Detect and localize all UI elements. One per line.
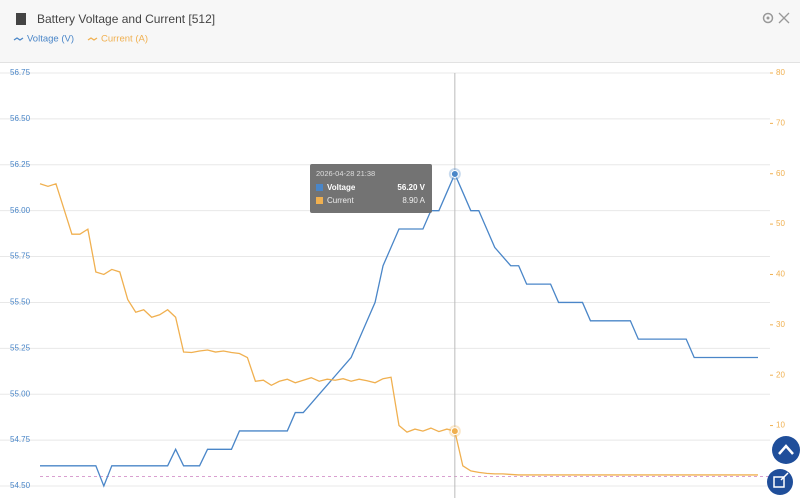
y-tick-label: 55.50 [10,298,31,307]
scroll-up-button[interactable] [772,436,800,464]
tooltip-label: Voltage [327,183,356,192]
legend-label: Current (A) [101,34,148,45]
legend-icon [87,37,98,41]
y2-tick-label: 30 [776,320,785,329]
tooltip-swatch [316,184,323,191]
tooltip-title: 2026-04-28 21:38 [316,169,375,178]
y2-tick-label: 50 [776,219,785,228]
expand-button[interactable] [767,469,793,495]
title-icon [16,13,26,25]
legend-label: Voltage (V) [27,34,74,45]
legend-icon [13,37,24,41]
y2-tick-label: 60 [776,169,785,178]
tooltip-swatch [316,197,323,204]
series-line [39,182,758,476]
tooltip-value: 56.20 V [397,183,425,192]
y-tick-label: 55.75 [10,252,31,261]
hover-point [450,427,459,436]
chart-title: Battery Voltage and Current [512] [37,12,215,26]
tooltip-value: 8.90 A [402,196,425,205]
y-tick-label: 54.50 [10,481,31,490]
tooltip-box [310,164,432,213]
y-tick-label: 54.75 [10,435,31,444]
tooltip: 2026-04-28 21:38 Voltage 56.20 V Current… [310,164,432,213]
header [0,0,800,62]
y-tick-label: 56.50 [10,114,31,123]
tooltip-label: Current [327,196,354,205]
hover-point [450,169,459,178]
collapse-icon[interactable] [778,12,790,24]
y2-tick-label: 40 [776,270,785,279]
y-tick-label: 56.75 [10,68,31,77]
y2-tick-label: 70 [776,118,785,127]
y-tick-label: 55.25 [10,343,31,352]
y2-tick-label: 10 [776,421,785,430]
series-line [40,172,758,488]
y-tick-label: 56.25 [10,160,31,169]
y2-tick-label: 20 [776,370,785,379]
settings-icon[interactable] [762,12,774,24]
y-tick-label: 56.00 [10,206,31,215]
y-tick-label: 55.00 [10,389,31,398]
y2-tick-label: 80 [776,68,785,77]
